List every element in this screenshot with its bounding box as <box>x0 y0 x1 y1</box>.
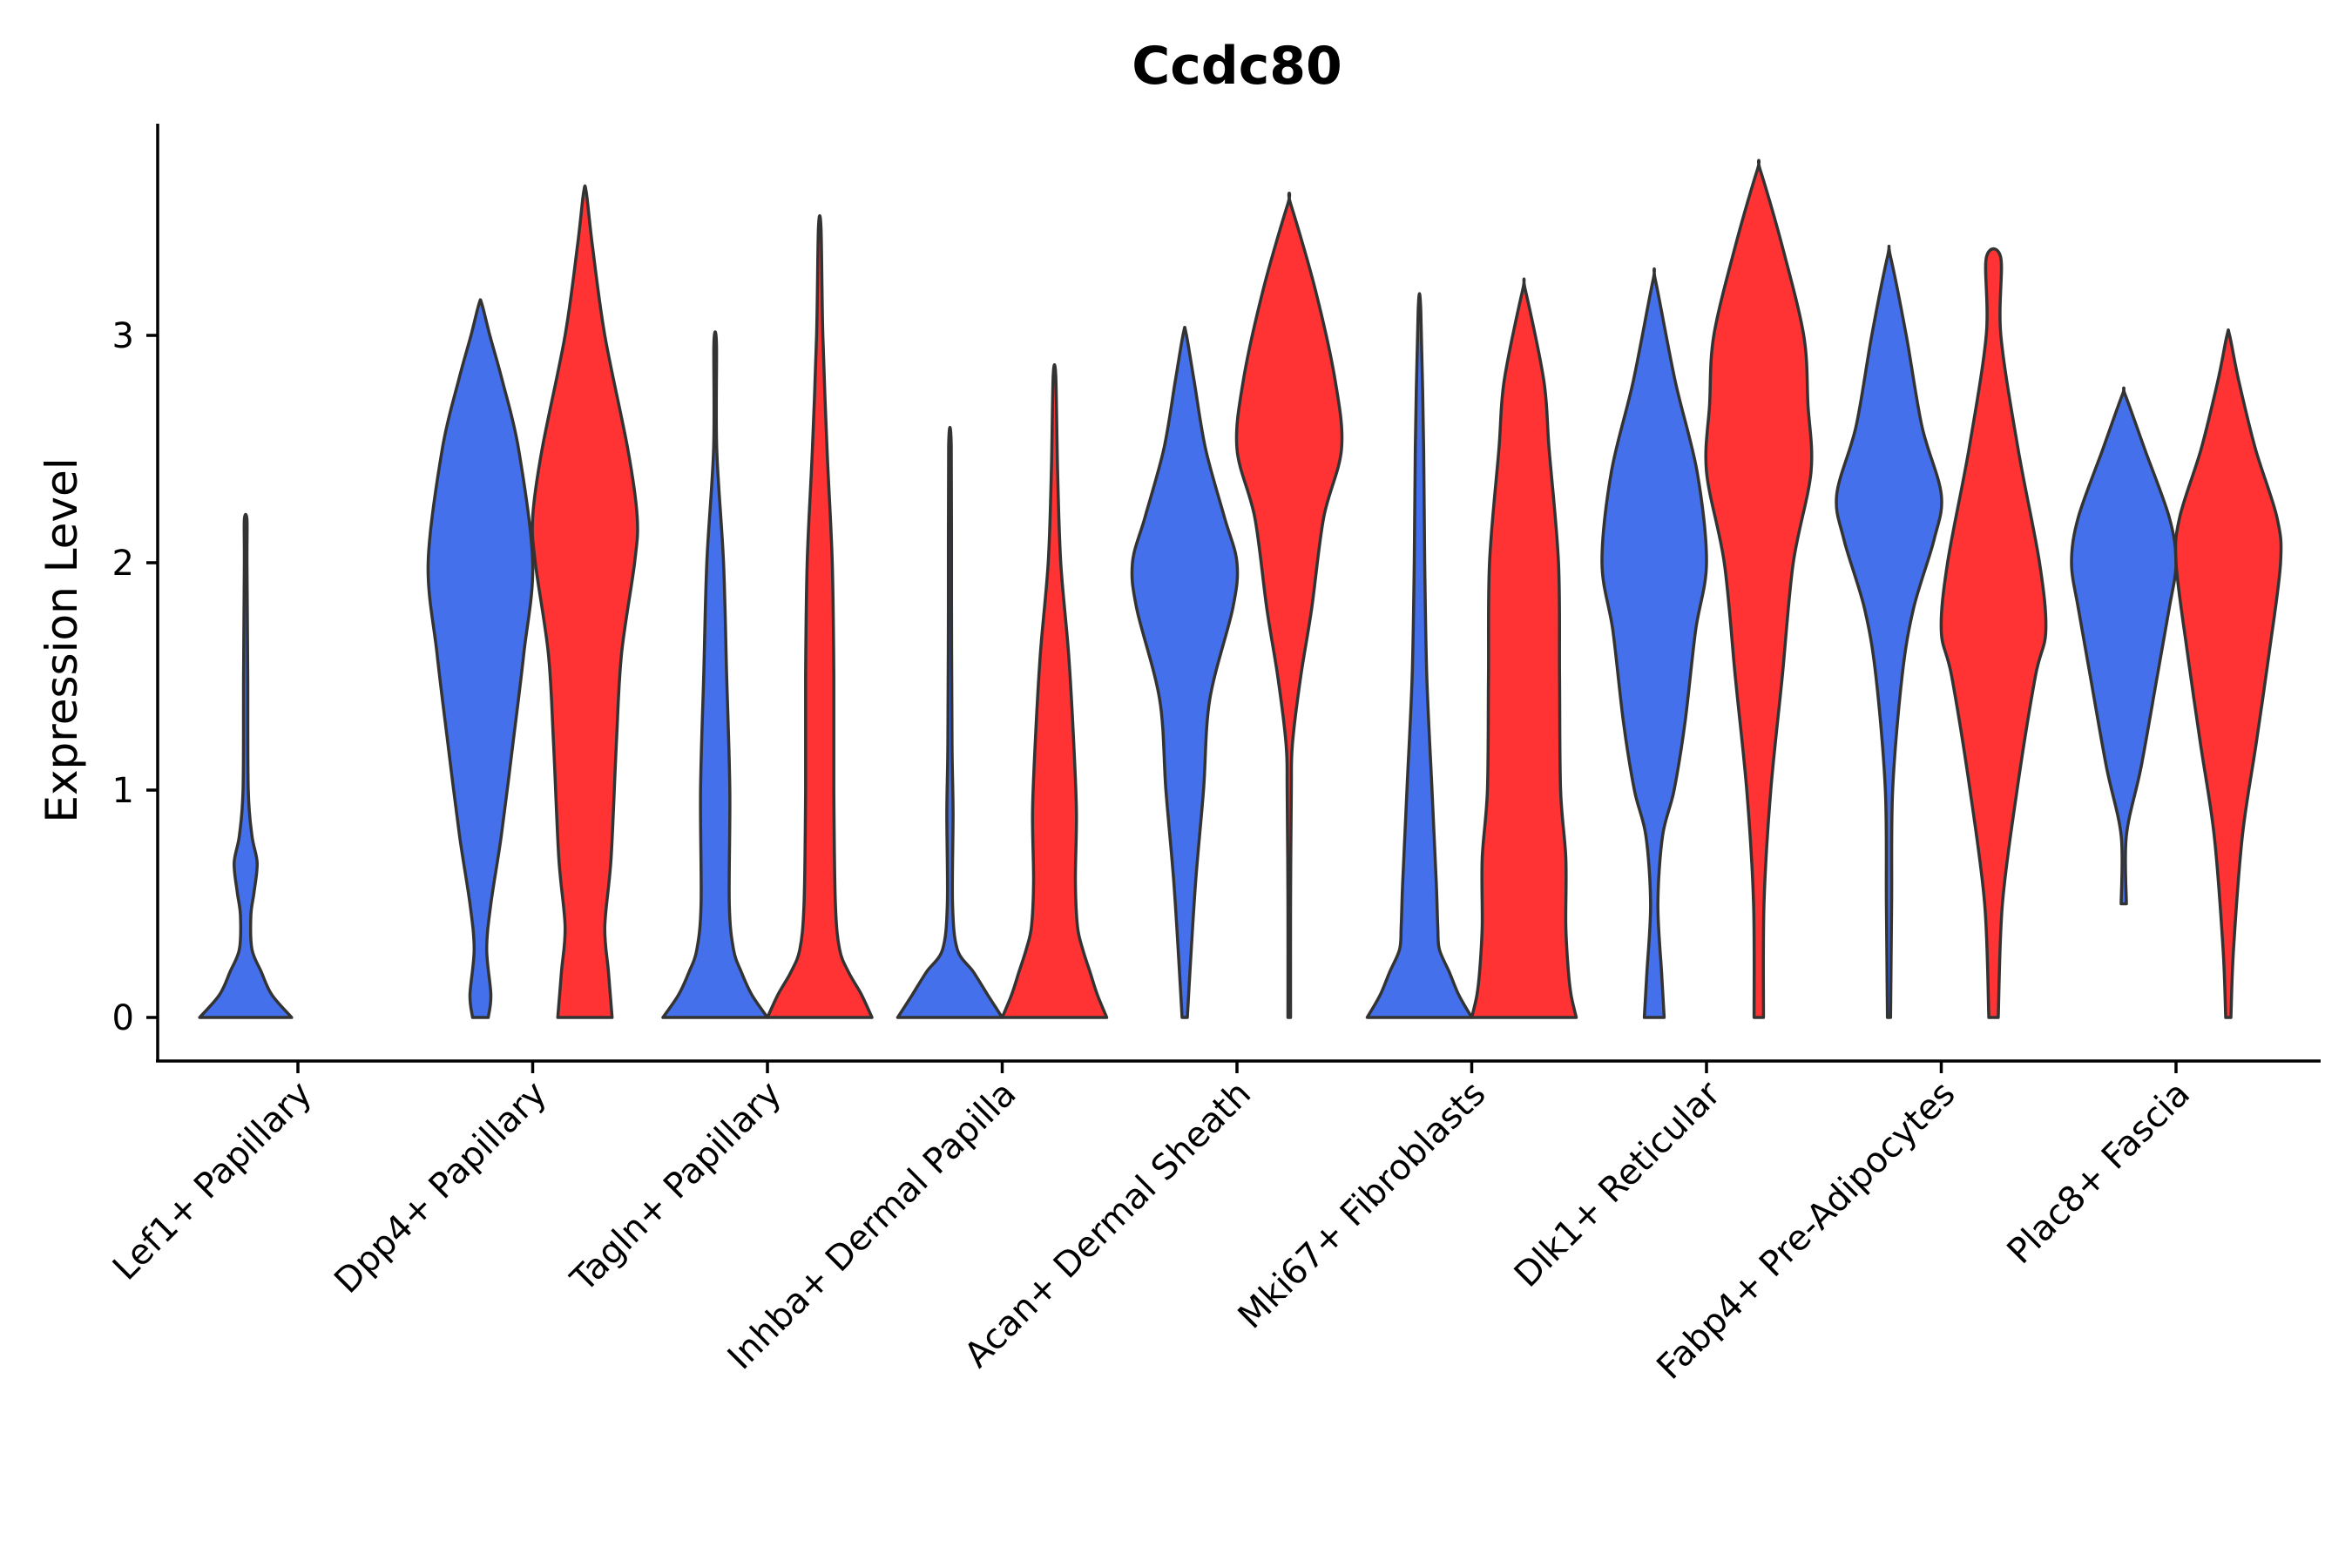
x-tick-label-dlk1-reticular: Dlk1+ Reticular <box>1507 1073 1729 1295</box>
violin-acan-dermal-sheath-group1 <box>1130 326 1240 1019</box>
violin-lef1-papillary-group1 <box>198 512 294 1019</box>
violin-dpp4-papillary-group2 <box>531 184 639 1019</box>
violin-inhba-dermal-papilla-group1 <box>896 425 1004 1019</box>
x-tick-label-dpp4-papillary: Dpp4+ Papillary <box>327 1074 554 1301</box>
violin-mki67-fibroblasts-group1 <box>1365 292 1474 1019</box>
x-ticks: Lef1+ Papillary Dpp4+ Papillary Tagln+ Pap… <box>105 1061 2198 1388</box>
violin-layer <box>198 159 2283 1019</box>
violin-dpp4-papillary-group1 <box>426 298 535 1019</box>
violin-tagln-papillary-group1 <box>661 330 769 1019</box>
x-tick-label-tagln-papillary: Tagln+ Papillary <box>563 1074 789 1301</box>
y-ticks: 0 1 2 3 <box>112 316 158 1038</box>
violin-fabp4-pre-adipocytes-group1 <box>1835 244 1943 1019</box>
violin-tagln-papillary-group2 <box>766 213 874 1019</box>
violin-acan-dermal-sheath-group2 <box>1234 192 1344 1019</box>
violin-mki67-fibroblasts-group2 <box>1470 277 1578 1019</box>
x-tick-label-lef1-papillary: Lef1+ Papillary <box>105 1074 320 1288</box>
violin-plac8-fascia-group1 <box>2070 386 2178 906</box>
y-tick-label-3: 3 <box>112 316 134 356</box>
x-tick-label-plac8-fascia: Plac8+ Fascia <box>2000 1074 2199 1273</box>
y-tick-label-2: 2 <box>112 544 134 584</box>
violin-dlk1-reticular-group2 <box>1704 159 1814 1019</box>
violin-dlk1-reticular-group1 <box>1600 267 1708 1019</box>
violin-fabp4-pre-adipocytes-group2 <box>1939 247 2048 1019</box>
y-tick-label-1: 1 <box>112 771 134 811</box>
violin-plac8-fascia-group2 <box>2173 328 2283 1019</box>
y-axis-label: Expression Level <box>37 457 87 822</box>
violin-inhba-dermal-papilla-group2 <box>1000 363 1109 1019</box>
y-tick-label-0: 0 <box>112 998 134 1038</box>
chart-title: Ccdc80 <box>1132 36 1342 97</box>
x-tick-label-mki67-fibroblasts: Mki67+ Fibroblasts <box>1231 1074 1494 1337</box>
